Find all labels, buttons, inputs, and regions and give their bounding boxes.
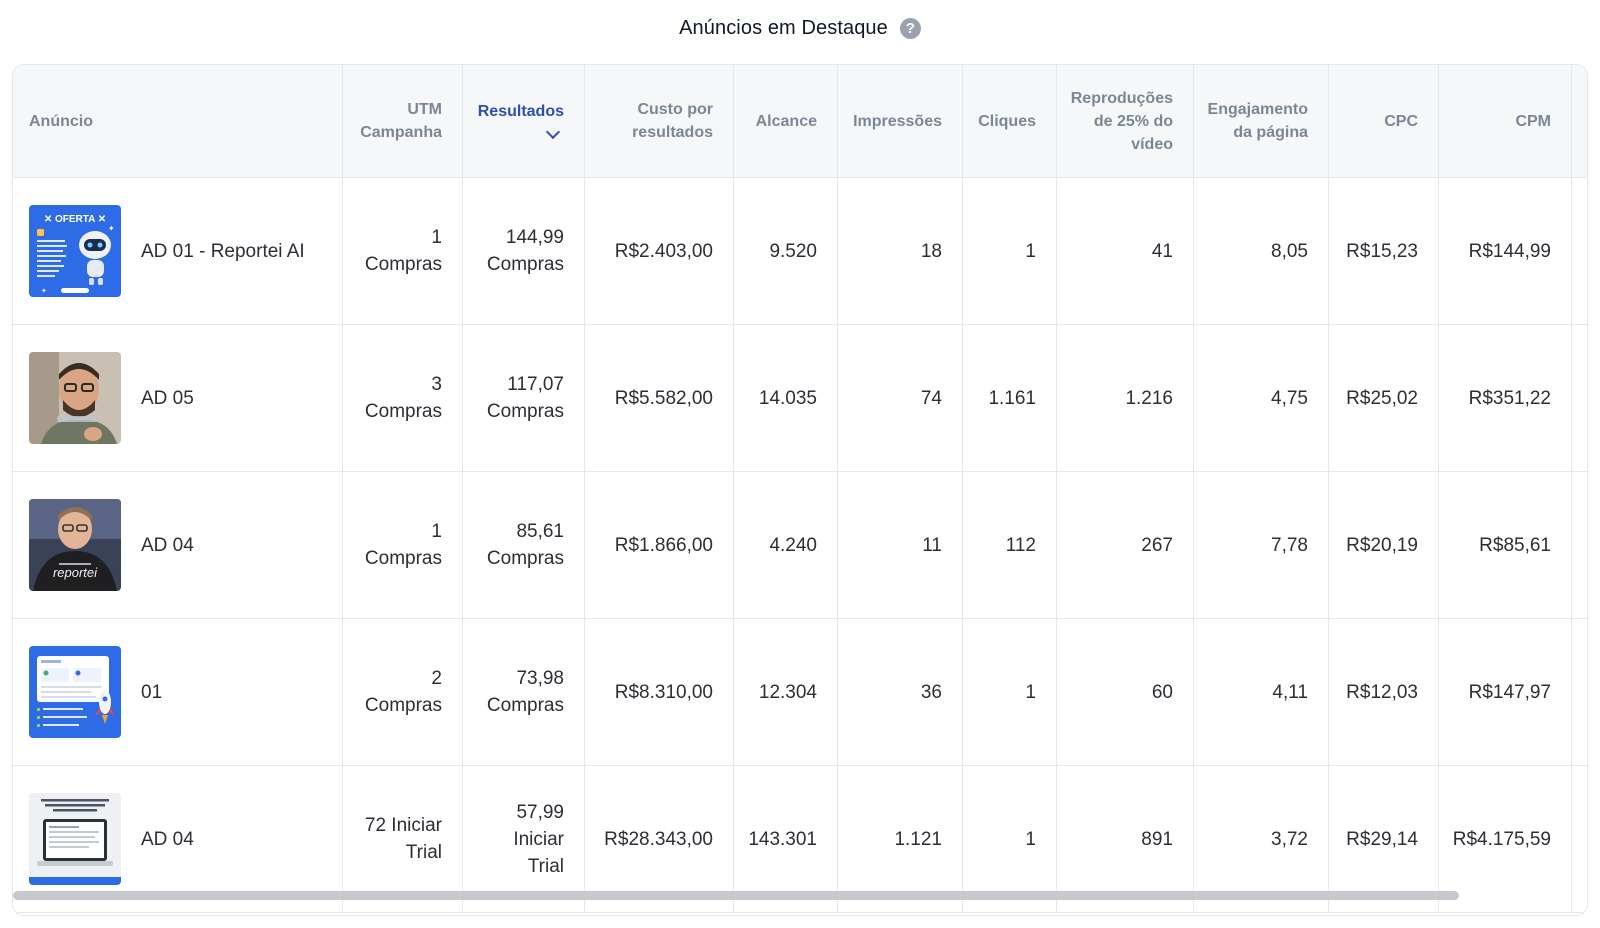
ad-name[interactable]: AD 04: [141, 534, 194, 556]
ad-cell: ✕ OFERTA ✕: [13, 178, 343, 325]
oferta-ai-robot-icon[interactable]: ✕ OFERTA ✕: [29, 205, 121, 297]
ad-cell: AD 05: [13, 325, 343, 472]
reproducoes-cell: 60: [1057, 619, 1194, 766]
svg-text:✦: ✦: [108, 224, 115, 233]
ad-name[interactable]: AD 04: [141, 828, 194, 850]
row-spacer: [1572, 766, 1587, 913]
row-spacer: [1572, 619, 1587, 766]
utm-campanha-cell: 3 Compras: [343, 325, 463, 472]
engajamento-cell: 4,75: [1194, 325, 1329, 472]
cpm-cell: R$85,61: [1439, 472, 1572, 619]
svg-text:reportei: reportei: [53, 565, 98, 580]
reproducoes-cell: 267: [1057, 472, 1194, 619]
resultados-cell: 85,61 Compras: [463, 472, 585, 619]
custo-cell: R$1.866,00: [585, 472, 734, 619]
impressoes-cell: 36: [838, 619, 963, 766]
alcance-cell: 12.304: [734, 619, 838, 766]
column-header-cpc[interactable]: CPC: [1329, 65, 1439, 178]
resultados-cell: 117,07 Compras: [463, 325, 585, 472]
man-reportei-shirt-photo-icon[interactable]: reportei: [29, 499, 121, 591]
dashboard-rocket-icon[interactable]: [29, 646, 121, 738]
cliques-cell: 1: [963, 178, 1057, 325]
impressoes-cell: 74: [838, 325, 963, 472]
section-header: Anúncios em Destaque ?: [0, 12, 1600, 44]
page-title: Anúncios em Destaque: [679, 16, 888, 39]
svg-text:✕ OFERTA ✕: ✕ OFERTA ✕: [44, 214, 106, 225]
utm-campanha-cell: 1 Compras: [343, 472, 463, 619]
ad-cell: 01: [13, 619, 343, 766]
svg-text:✦: ✦: [41, 287, 47, 295]
cliques-cell: 112: [963, 472, 1057, 619]
resultados-cell: 144,99 Compras: [463, 178, 585, 325]
ads-table: Anúncio UTM Campanha Resultados Custo po…: [12, 64, 1588, 916]
ad-name[interactable]: AD 05: [141, 387, 194, 409]
cliques-cell: 1.161: [963, 325, 1057, 472]
column-header-alcance[interactable]: Alcance: [734, 65, 838, 178]
impressoes-cell: 11: [838, 472, 963, 619]
cpc-cell: R$12,03: [1329, 619, 1439, 766]
custo-cell: R$28.343,00: [585, 766, 734, 913]
column-header-reproducoes[interactable]: Reproduções de 25% do vídeo: [1057, 65, 1194, 178]
utm-campanha-cell: 1 Compras: [343, 178, 463, 325]
column-header-impressoes[interactable]: Impressões: [838, 65, 963, 178]
alcance-cell: 143.301: [734, 766, 838, 913]
laptop-report-icon[interactable]: [29, 793, 121, 885]
engajamento-cell: 4,11: [1194, 619, 1329, 766]
scrollbar-thumb[interactable]: [13, 891, 1459, 900]
column-header-cpm[interactable]: CPM: [1439, 65, 1572, 178]
engajamento-cell: 7,78: [1194, 472, 1329, 619]
reproducoes-cell: 1.216: [1057, 325, 1194, 472]
column-header-resultados-label: Resultados: [477, 102, 564, 120]
cpc-cell: R$29,14: [1329, 766, 1439, 913]
reproducoes-cell: 891: [1057, 766, 1194, 913]
custo-cell: R$2.403,00: [585, 178, 734, 325]
cpm-cell: R$147,97: [1439, 619, 1572, 766]
cpm-cell: R$351,22: [1439, 325, 1572, 472]
resultados-cell: 73,98 Compras: [463, 619, 585, 766]
alcance-cell: 9.520: [734, 178, 838, 325]
alcance-cell: 4.240: [734, 472, 838, 619]
ad-cell: reportei AD 04: [13, 472, 343, 619]
alcance-cell: 14.035: [734, 325, 838, 472]
cpc-cell: R$20,19: [1329, 472, 1439, 619]
engajamento-cell: 8,05: [1194, 178, 1329, 325]
resultados-cell: 57,99 Iniciar Trial: [463, 766, 585, 913]
cpc-cell: R$15,23: [1329, 178, 1439, 325]
row-spacer: [1572, 178, 1587, 325]
header-spacer: [1572, 65, 1587, 178]
column-header-resultados[interactable]: Resultados: [463, 65, 585, 178]
cpc-cell: R$25,02: [1329, 325, 1439, 472]
ads-table-grid: Anúncio UTM Campanha Resultados Custo po…: [13, 65, 1587, 913]
column-header-engajamento[interactable]: Engajamento da página: [1194, 65, 1329, 178]
cpm-cell: R$144,99: [1439, 178, 1572, 325]
horizontal-scrollbar[interactable]: [13, 891, 1587, 901]
row-spacer: [1572, 472, 1587, 619]
cpm-cell: R$4.175,59: [1439, 766, 1572, 913]
column-header-cliques[interactable]: Cliques: [963, 65, 1057, 178]
ad-name[interactable]: AD 01 - Reportei AI: [141, 240, 305, 262]
impressoes-cell: 18: [838, 178, 963, 325]
utm-campanha-cell: 2 Compras: [343, 619, 463, 766]
column-header-custo-por-resultados[interactable]: Custo por resultados: [585, 65, 734, 178]
column-header-utm-campanha[interactable]: UTM Campanha: [343, 65, 463, 178]
impressoes-cell: 1.121: [838, 766, 963, 913]
man-glasses-photo-icon[interactable]: [29, 352, 121, 444]
cliques-cell: 1: [963, 619, 1057, 766]
column-header-anuncio[interactable]: Anúncio: [13, 65, 343, 178]
cliques-cell: 1: [963, 766, 1057, 913]
engajamento-cell: 3,72: [1194, 766, 1329, 913]
help-icon[interactable]: ?: [899, 17, 921, 39]
ad-name[interactable]: 01: [141, 681, 163, 703]
ad-cell: AD 04: [13, 766, 343, 913]
row-spacer: [1572, 325, 1587, 472]
utm-campanha-cell: 72 Iniciar Trial: [343, 766, 463, 913]
custo-cell: R$5.582,00: [585, 325, 734, 472]
custo-cell: R$8.310,00: [585, 619, 734, 766]
reproducoes-cell: 41: [1057, 178, 1194, 325]
sort-descending-icon[interactable]: [545, 124, 561, 139]
